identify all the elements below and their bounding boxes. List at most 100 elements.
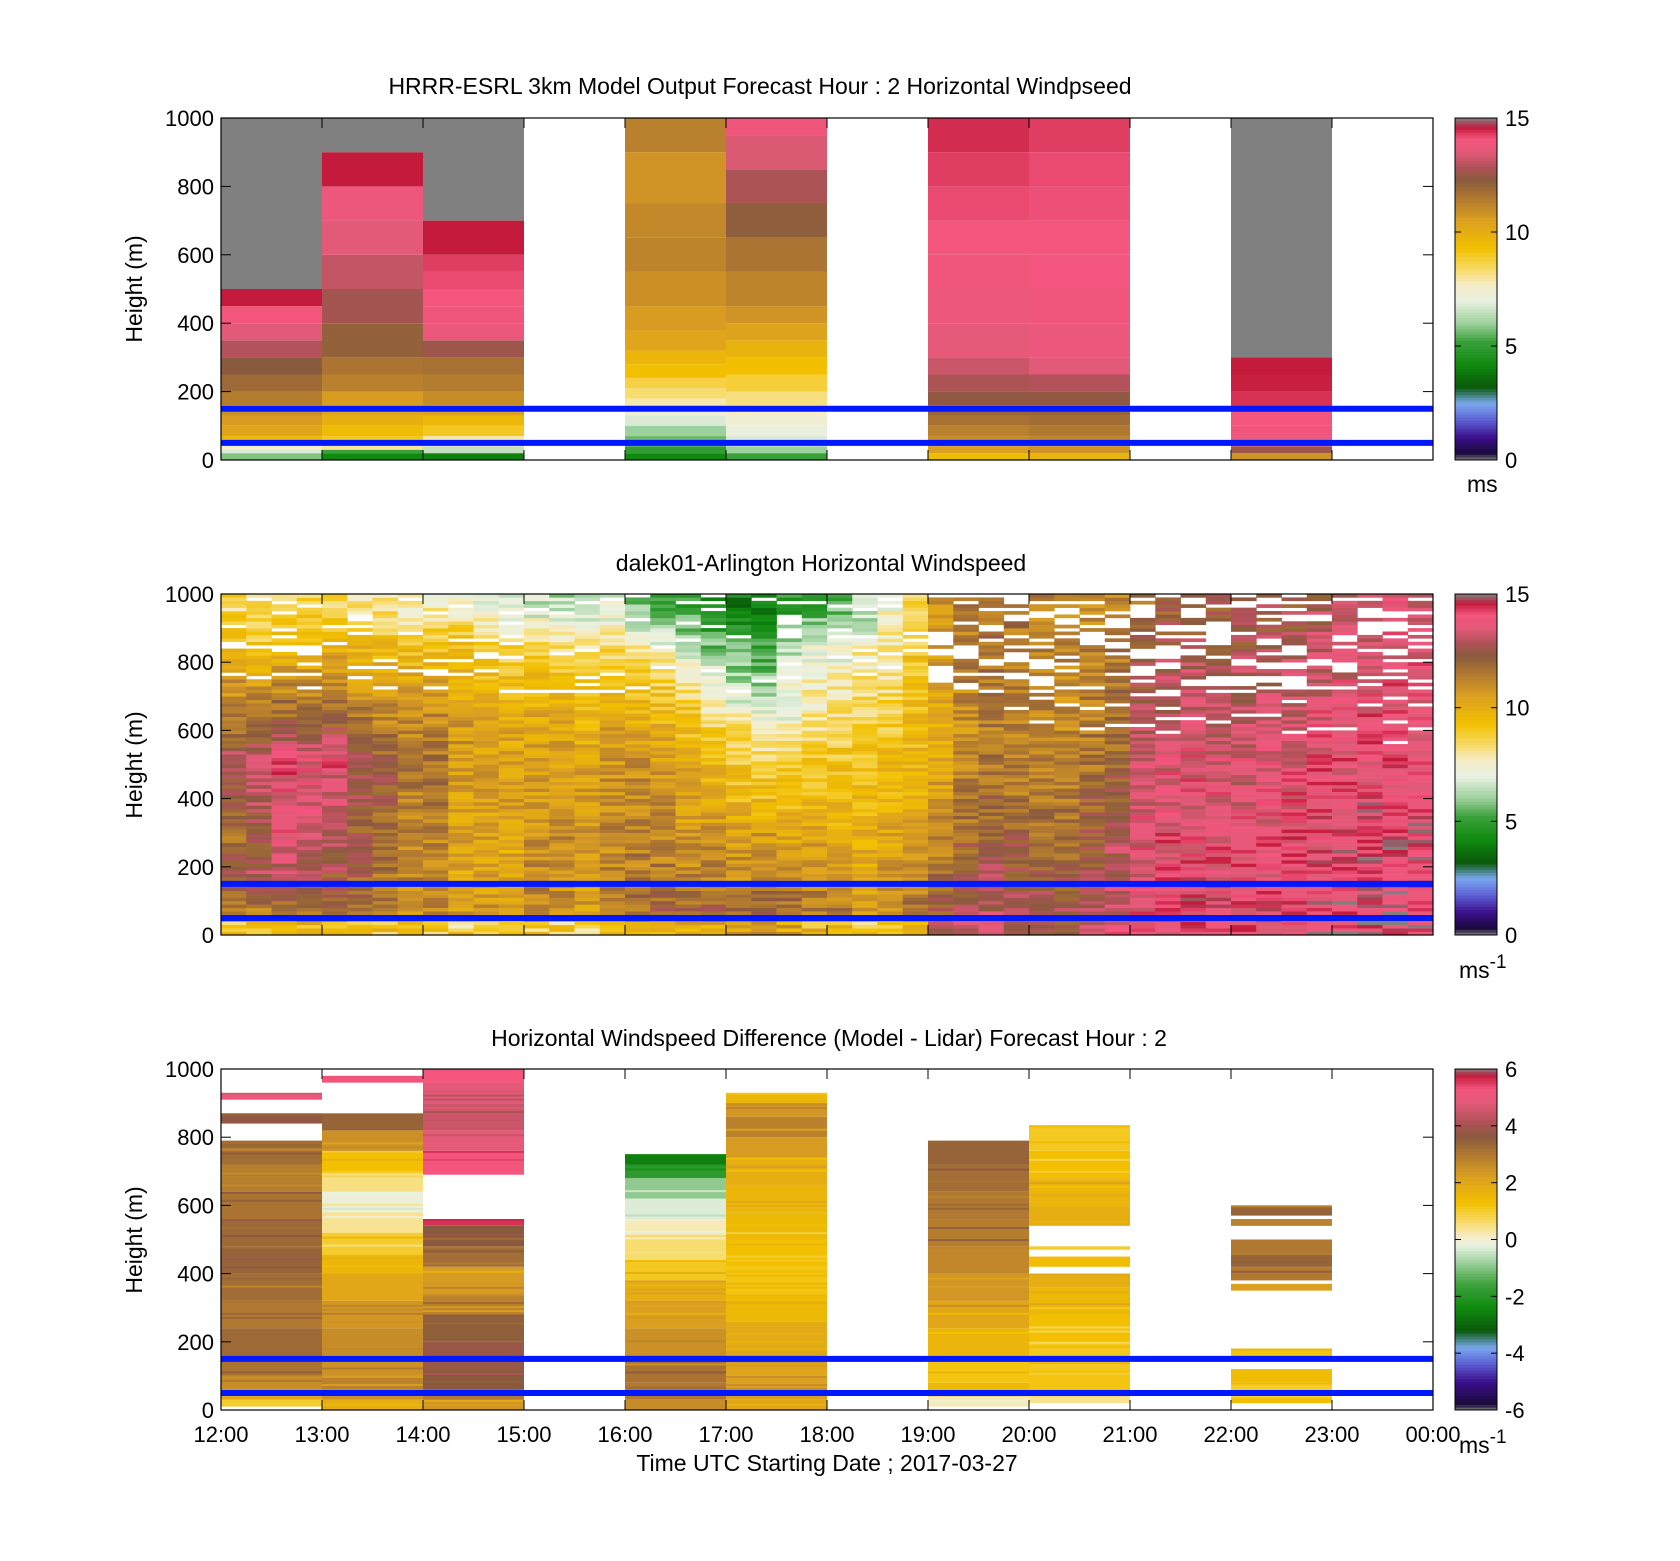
panel-2-cell <box>902 658 929 663</box>
panel-2-cell <box>1332 819 1358 823</box>
panel-2-cell <box>347 931 373 936</box>
panel-2-cell <box>1155 737 1181 741</box>
panel-2-cell <box>1357 645 1383 649</box>
panel-2-cell <box>650 853 676 857</box>
panel-2-cell <box>423 675 449 680</box>
panel-2-cell <box>1205 928 1232 932</box>
panel-2-cell <box>1104 747 1131 752</box>
panel-2-cell <box>978 798 1005 803</box>
panel-2-cell <box>397 819 424 823</box>
panel-2-cell <box>1357 839 1383 844</box>
panel-2-cell <box>296 723 323 728</box>
panel-2-cell <box>1332 808 1358 813</box>
panel-2-cell <box>1104 832 1131 837</box>
panel-2-cell <box>1382 604 1409 608</box>
panel-2-cell <box>1231 866 1257 871</box>
panel-2-cell <box>877 750 904 755</box>
panel-2-cell <box>448 737 474 741</box>
panel-2-cell <box>1332 784 1358 789</box>
panel-2-cell <box>271 894 298 898</box>
panel-2-colorbar-tick-label: 15 <box>1505 582 1529 607</box>
panel-2-cell <box>296 757 323 762</box>
panel-2-cell <box>827 720 853 724</box>
panel-2-cell <box>574 730 601 735</box>
panel-2-cell <box>877 904 904 909</box>
panel-2-cell <box>524 870 550 874</box>
panel-1-colorbar-segment <box>1455 300 1497 304</box>
panel-2-cell <box>877 709 904 714</box>
panel-2-cell <box>1256 709 1282 714</box>
panel-2-cell <box>473 774 500 779</box>
panel-2-cell <box>801 849 828 854</box>
panel-2-cell <box>296 890 323 895</box>
panel-2-cell <box>448 911 474 915</box>
panel-2-cell <box>372 726 399 731</box>
panel-2-cell <box>1054 870 1080 874</box>
panel-2-cell <box>221 686 247 690</box>
panel-2-cell <box>928 761 954 765</box>
panel-2-cell <box>296 703 323 707</box>
panel-2-cell <box>1104 911 1131 915</box>
panel-1-cell <box>726 391 827 406</box>
panel-2-cell <box>372 689 399 694</box>
panel-2-cell <box>1180 907 1207 912</box>
panel-2-cell <box>650 846 676 851</box>
panel-2-cell <box>726 832 752 837</box>
panel-2-cell <box>1256 863 1282 868</box>
panel-2-cell <box>246 696 272 701</box>
panel-2-cell <box>423 634 449 639</box>
panel-2-colorbar-segment <box>1455 755 1497 760</box>
panel-2-cell <box>1306 594 1333 598</box>
panel-2-cell <box>700 863 727 868</box>
panel-2-cell <box>246 641 272 646</box>
panel-1-cell <box>322 289 423 324</box>
panel-2-cell <box>827 784 853 789</box>
panel-2-cell <box>423 720 449 724</box>
panel-2-cell <box>801 675 828 680</box>
panel-2-cell <box>1130 750 1156 755</box>
panel-2-cell <box>1231 672 1257 677</box>
panel-2-cell <box>423 706 449 711</box>
panel-1-cell <box>423 391 524 406</box>
panel-2-cell <box>1104 931 1131 936</box>
panel-2-colorbar-segment <box>1455 778 1497 783</box>
panel-2-cell <box>397 890 424 895</box>
panel-2-cell <box>1130 624 1156 629</box>
panel-2-cell <box>1281 737 1308 741</box>
panel-2-cell <box>372 669 399 673</box>
panel-2-cell <box>978 655 1005 660</box>
panel-2-cell <box>574 863 601 868</box>
panel-2-cell <box>1231 754 1257 758</box>
panel-2-cell <box>675 928 702 932</box>
panel-2-cell <box>1054 713 1080 718</box>
panel-2-cell <box>877 617 904 622</box>
panel-2-cell <box>296 713 323 718</box>
panel-2-cell <box>1231 645 1257 649</box>
panel-2-cell <box>423 614 449 619</box>
panel-2-cell <box>751 832 777 837</box>
panel-2-cell <box>877 859 904 864</box>
panel-2-cell <box>246 767 272 772</box>
panel-2-colorbar-segment <box>1455 920 1497 925</box>
panel-2-cell <box>221 795 247 799</box>
panel-2-cell <box>751 846 777 851</box>
panel-2-cell <box>1407 904 1434 909</box>
panel-2-cell <box>1231 638 1257 643</box>
panel-2-cell <box>978 611 1005 615</box>
panel-2-cell <box>524 900 550 905</box>
panel-2-cell <box>953 890 979 895</box>
panel-2-cell <box>1281 819 1308 823</box>
panel-2-cell <box>902 897 929 902</box>
panel-2-cell <box>1407 740 1434 745</box>
panel-2-cell <box>1281 812 1308 816</box>
panel-2-cell <box>1104 709 1131 714</box>
panel-2-cell <box>1231 798 1257 803</box>
panel-2-cell <box>524 788 550 793</box>
panel-2-cell <box>1054 795 1080 799</box>
panel-2-cell <box>625 767 651 772</box>
panel-2-cell <box>271 822 298 827</box>
panel-2-cell <box>1003 921 1030 926</box>
panel-1-colorbar-tick-label: 15 <box>1505 106 1529 131</box>
panel-2-cell <box>776 784 803 789</box>
panel-2-cell <box>675 761 702 765</box>
